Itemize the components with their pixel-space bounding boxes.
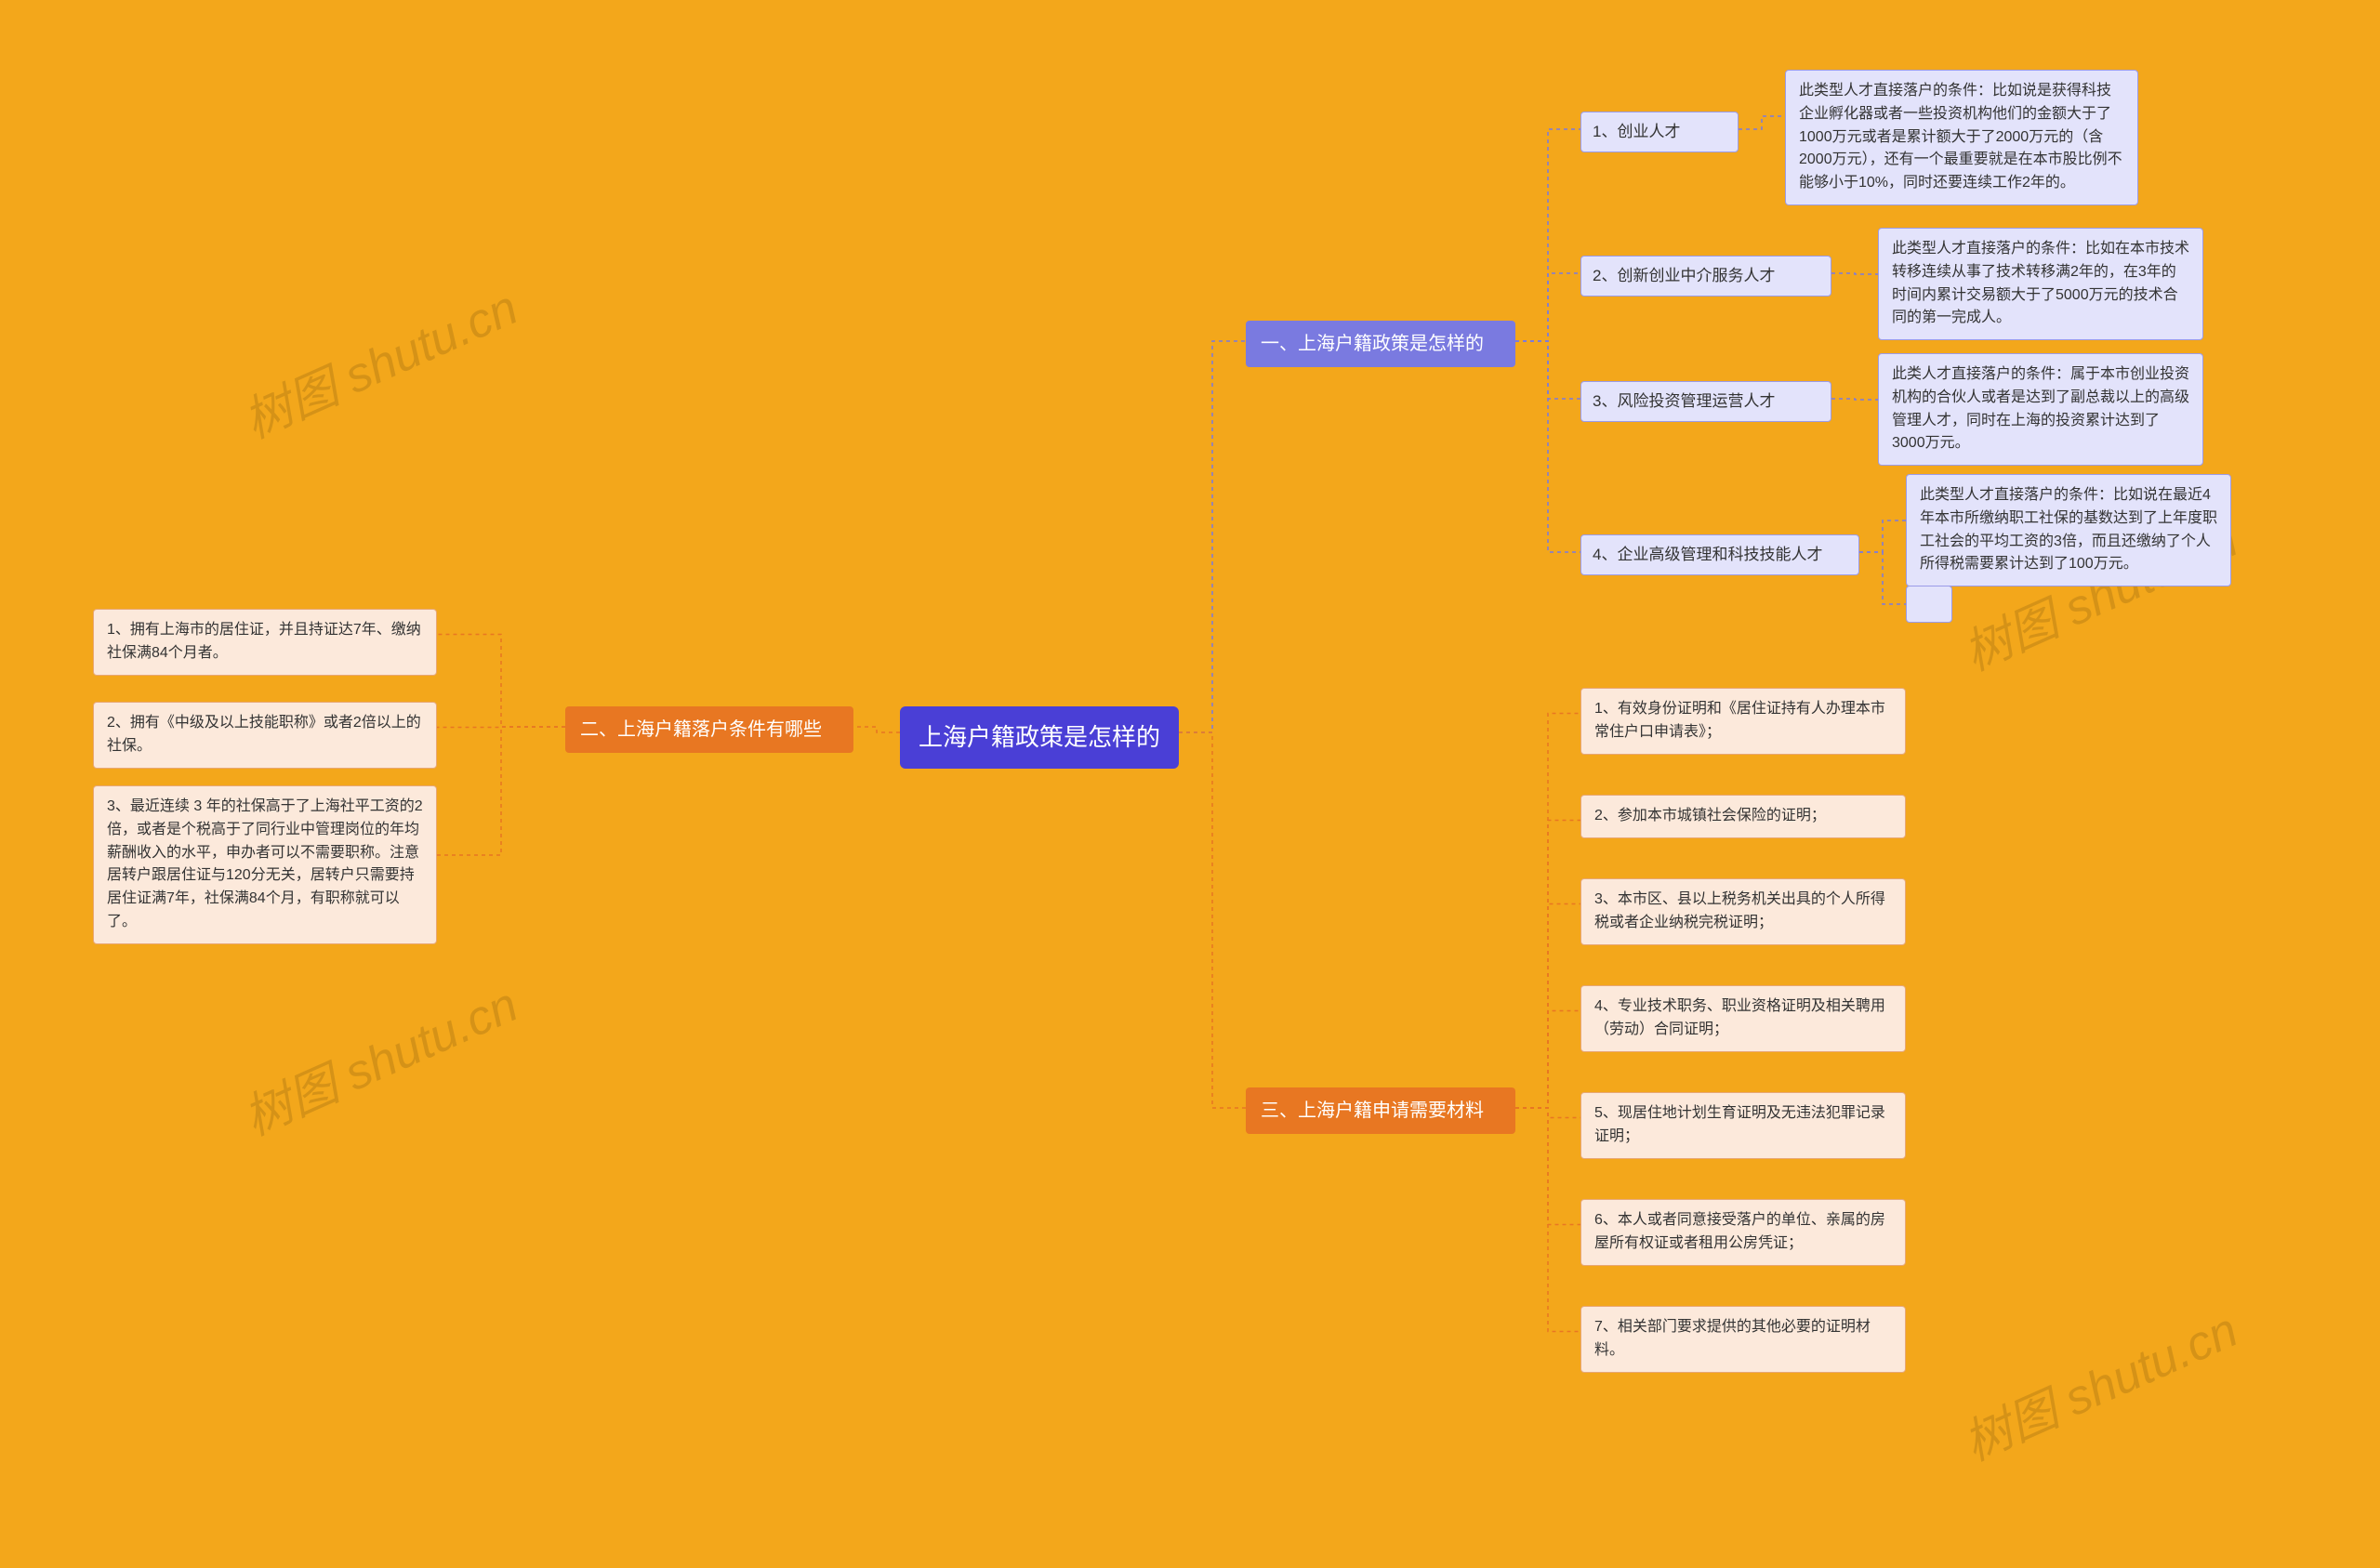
- b3-item-1[interactable]: 2、参加本市城镇社会保险的证明；: [1580, 795, 1906, 838]
- b2-item-1[interactable]: 2、拥有《中级及以上技能职称》或者2倍以上的社保。: [93, 702, 437, 769]
- b1-item-1[interactable]: 2、创新创业中介服务人才: [1580, 256, 1831, 296]
- watermark: 树图 shutu.cn: [231, 966, 526, 1149]
- b3-item-4[interactable]: 5、现居住地计划生育证明及无违法犯罪记录证明；: [1580, 1092, 1906, 1159]
- b3-item-0[interactable]: 1、有效身份证明和《居住证持有人办理本市常住户口申请表》；: [1580, 688, 1906, 755]
- mindmap-canvas: 树图 shutu.cn树图 shutu.cn树图 shutu.cn树图 shut…: [0, 0, 2380, 1568]
- watermark: 树图 shutu.cn: [1950, 1291, 2246, 1474]
- b2-item-2[interactable]: 3、最近连续 3 年的社保高于了上海社平工资的2倍，或者是个税高于了同行业中管理…: [93, 785, 437, 944]
- b1-detail-3[interactable]: 此类型人才直接落户的条件：比如说在最近4年本市所缴纳职工社保的基数达到了上年度职…: [1906, 474, 2231, 586]
- b1-detail-1[interactable]: 此类型人才直接落户的条件：比如在本市技术转移连续从事了技术转移满2年的，在3年的…: [1878, 228, 2203, 340]
- branch-policy[interactable]: 一、上海户籍政策是怎样的: [1246, 321, 1515, 367]
- b2-item-0[interactable]: 1、拥有上海市的居住证，并且持证达7年、缴纳社保满84个月者。: [93, 609, 437, 676]
- b3-item-6[interactable]: 7、相关部门要求提供的其他必要的证明材料。: [1580, 1306, 1906, 1373]
- root-node[interactable]: 上海户籍政策是怎样的: [900, 706, 1179, 769]
- b1-item-2[interactable]: 3、风险投资管理运营人才: [1580, 381, 1831, 422]
- b3-item-3[interactable]: 4、专业技术职务、职业资格证明及相关聘用（劳动）合同证明；: [1580, 985, 1906, 1052]
- b3-item-5[interactable]: 6、本人或者同意接受落户的单位、亲属的房屋所有权证或者租用公房凭证；: [1580, 1199, 1906, 1266]
- watermark: 树图 shutu.cn: [231, 269, 526, 452]
- b1-extra-3: [1906, 586, 1952, 623]
- branch-conditions[interactable]: 二、上海户籍落户条件有哪些: [565, 706, 853, 753]
- branch-materials[interactable]: 三、上海户籍申请需要材料: [1246, 1087, 1515, 1134]
- b3-item-2[interactable]: 3、本市区、县以上税务机关出具的个人所得税或者企业纳税完税证明；: [1580, 878, 1906, 945]
- b1-detail-0[interactable]: 此类型人才直接落户的条件：比如说是获得科技企业孵化器或者一些投资机构他们的金额大…: [1785, 70, 2138, 205]
- b1-item-3[interactable]: 4、企业高级管理和科技技能人才: [1580, 534, 1859, 575]
- b1-detail-2[interactable]: 此类人才直接落户的条件：属于本市创业投资机构的合伙人或者是达到了副总裁以上的高级…: [1878, 353, 2203, 466]
- b1-item-0[interactable]: 1、创业人才: [1580, 112, 1739, 152]
